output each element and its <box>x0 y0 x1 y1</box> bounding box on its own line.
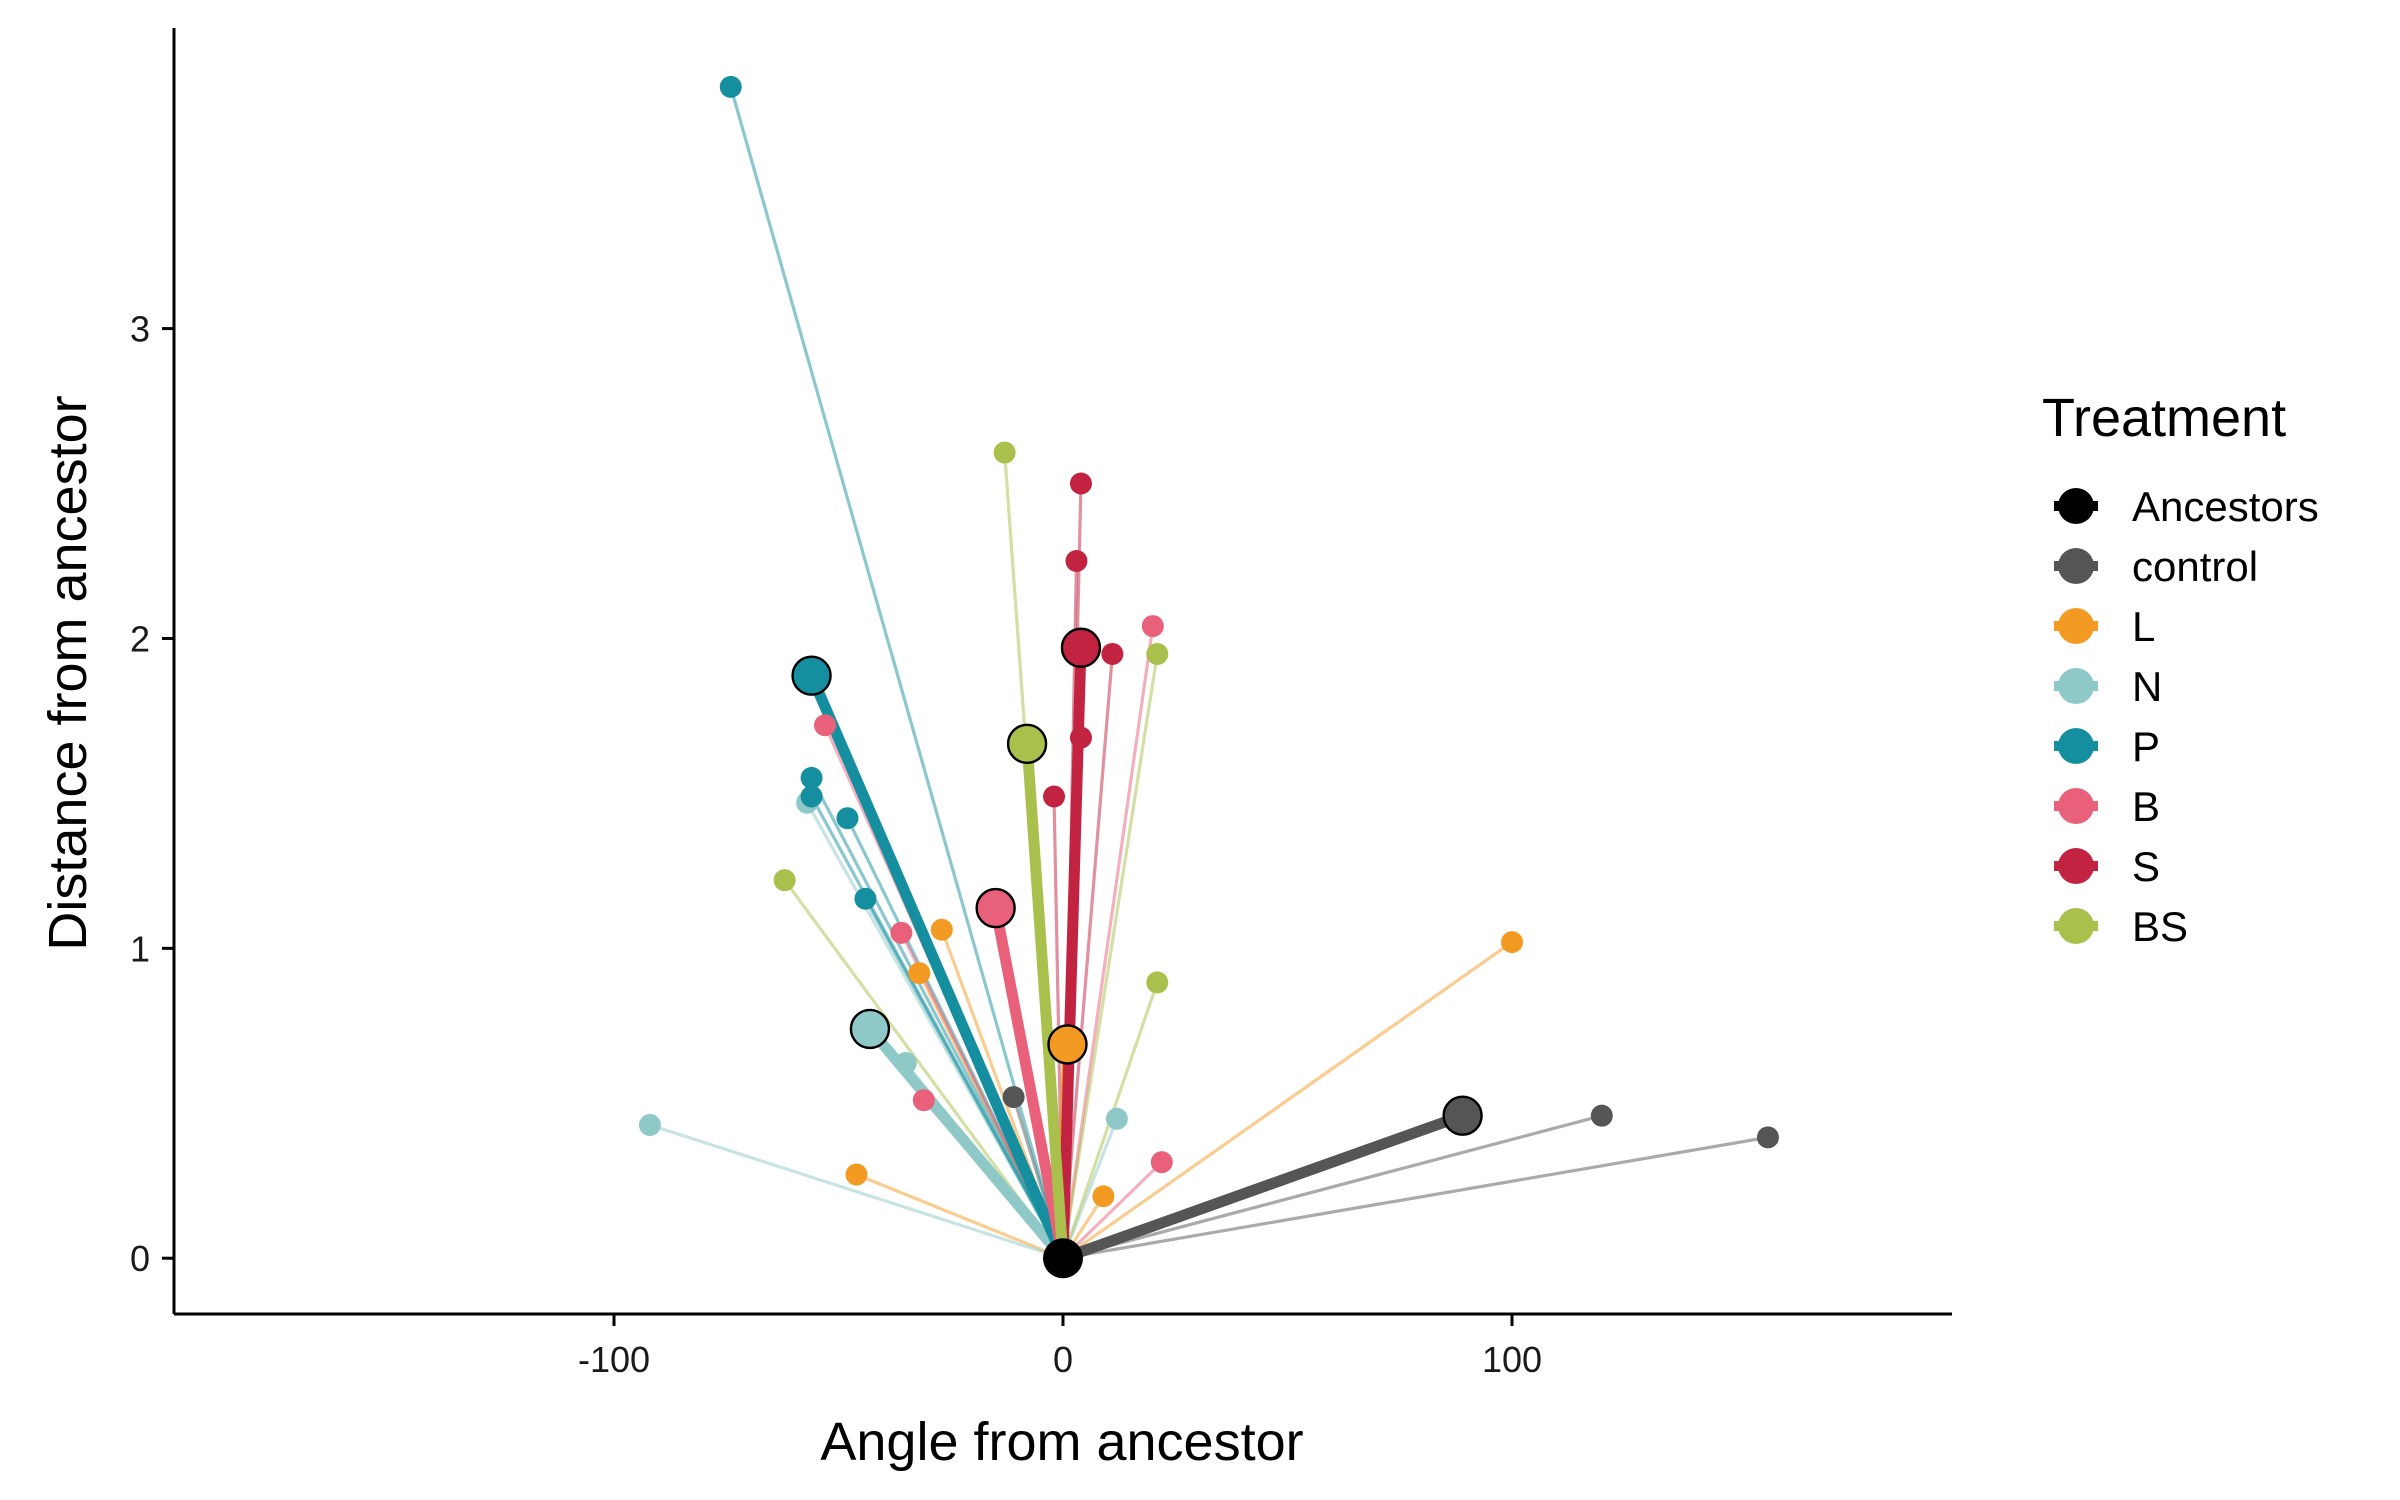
replicate-line-control-0 <box>1062 1114 1603 1260</box>
point-b-1 <box>814 714 837 737</box>
point-n-3 <box>1105 1107 1128 1130</box>
point-l-0 <box>1500 931 1523 954</box>
x-tick-label: 100 <box>1482 1339 1542 1380</box>
mean-point-n <box>849 1008 891 1050</box>
point-b-2 <box>1150 1151 1173 1174</box>
point-b-0 <box>1141 615 1164 638</box>
legend-key-point-p <box>2058 728 2094 764</box>
mean-line-b <box>990 907 1069 1260</box>
replicate-line-p-0 <box>729 86 1065 1259</box>
plot-lines <box>649 86 1769 1264</box>
y-ticks: 0 1 2 3 <box>130 309 174 1279</box>
point-bs-2 <box>773 869 796 892</box>
point-bs-3 <box>1146 971 1169 994</box>
x-tick-label: -100 <box>578 1339 650 1380</box>
legend-label-ancestors: Ancestors <box>2132 483 2319 530</box>
legend-key-point-l <box>2058 608 2094 644</box>
mean-line-s <box>1057 647 1087 1259</box>
legend-key-point-b <box>2058 788 2094 824</box>
point-p-2 <box>836 807 859 830</box>
legend-label-p: P <box>2132 723 2160 770</box>
replicate-line-l-0 <box>1062 940 1513 1260</box>
point-l-3 <box>930 918 953 941</box>
mean-line-bs <box>1021 743 1069 1259</box>
point-p-0 <box>719 75 742 98</box>
replicate-line-b-2 <box>1061 1161 1163 1260</box>
legend-label-n: N <box>2132 663 2162 710</box>
replicate-line-n-0 <box>649 1123 1064 1260</box>
point-l-4 <box>908 962 931 985</box>
point-p-4 <box>800 785 823 808</box>
mean-point-l <box>1047 1024 1088 1065</box>
x-ticks: -100 0 100 <box>578 1314 1542 1380</box>
mean-point-p <box>791 655 832 696</box>
mean-line-control <box>1061 1110 1465 1264</box>
y-tick-label: 0 <box>130 1238 150 1279</box>
point-control-1 <box>1756 1126 1779 1149</box>
x-tick-label: 0 <box>1053 1339 1073 1380</box>
point-s-3 <box>1069 726 1092 749</box>
legend-label-s: S <box>2132 843 2160 890</box>
point-l-1 <box>845 1163 868 1186</box>
y-tick-label: 1 <box>130 928 150 969</box>
mean-point-bs <box>1006 723 1048 765</box>
point-control-0 <box>1590 1104 1613 1127</box>
point-s-0 <box>1069 472 1092 495</box>
mean-point-control <box>1442 1095 1483 1136</box>
replicate-line-control-1 <box>1062 1135 1769 1260</box>
legend-key-point-bs <box>2058 908 2094 944</box>
plot-means <box>791 627 1483 1279</box>
replicate-line-p-4 <box>810 795 1065 1259</box>
axes: -100 0 100 0 1 2 3 Angle from ancestor Distan… <box>38 28 1952 1472</box>
point-s-1 <box>1065 549 1088 572</box>
plot-points <box>638 75 1779 1208</box>
legend-key-point-n <box>2058 668 2094 704</box>
legend-key-point-control <box>2058 548 2094 584</box>
legend-key-point-ancestors <box>2058 488 2094 524</box>
point-l-2 <box>1092 1185 1115 1208</box>
point-control-2 <box>1002 1086 1025 1109</box>
x-axis-title: Angle from ancestor <box>820 1412 1303 1472</box>
legend-label-b: B <box>2132 783 2160 830</box>
point-b-4 <box>912 1089 935 1112</box>
legend-label-control: control <box>2132 543 2258 590</box>
point-s-2 <box>1101 642 1124 665</box>
point-bs-1 <box>1146 642 1169 665</box>
point-b-3 <box>890 921 913 944</box>
legend-key-point-s <box>2058 848 2094 884</box>
legend-label-bs: BS <box>2132 903 2188 950</box>
y-tick-label: 2 <box>130 618 150 659</box>
replicate-line-l-1 <box>855 1173 1064 1260</box>
mean-line-p <box>806 673 1069 1261</box>
point-n-0 <box>638 1113 661 1136</box>
point-bs-0 <box>993 441 1016 464</box>
mean-point-s <box>1060 627 1102 668</box>
mean-point-b <box>975 887 1016 929</box>
mean-point-ancestors <box>1043 1238 1083 1279</box>
point-p-3 <box>854 887 877 910</box>
replicate-line-bs-1 <box>1061 653 1159 1259</box>
y-axis-title: Distance from ancestor <box>38 395 98 950</box>
legend-title: Treatment <box>2042 388 2286 448</box>
legend-label-l: L <box>2132 603 2155 650</box>
point-n-2 <box>894 1051 917 1074</box>
point-p-1 <box>800 766 823 789</box>
point-s-4 <box>1043 785 1066 808</box>
y-tick-label: 3 <box>130 309 150 350</box>
